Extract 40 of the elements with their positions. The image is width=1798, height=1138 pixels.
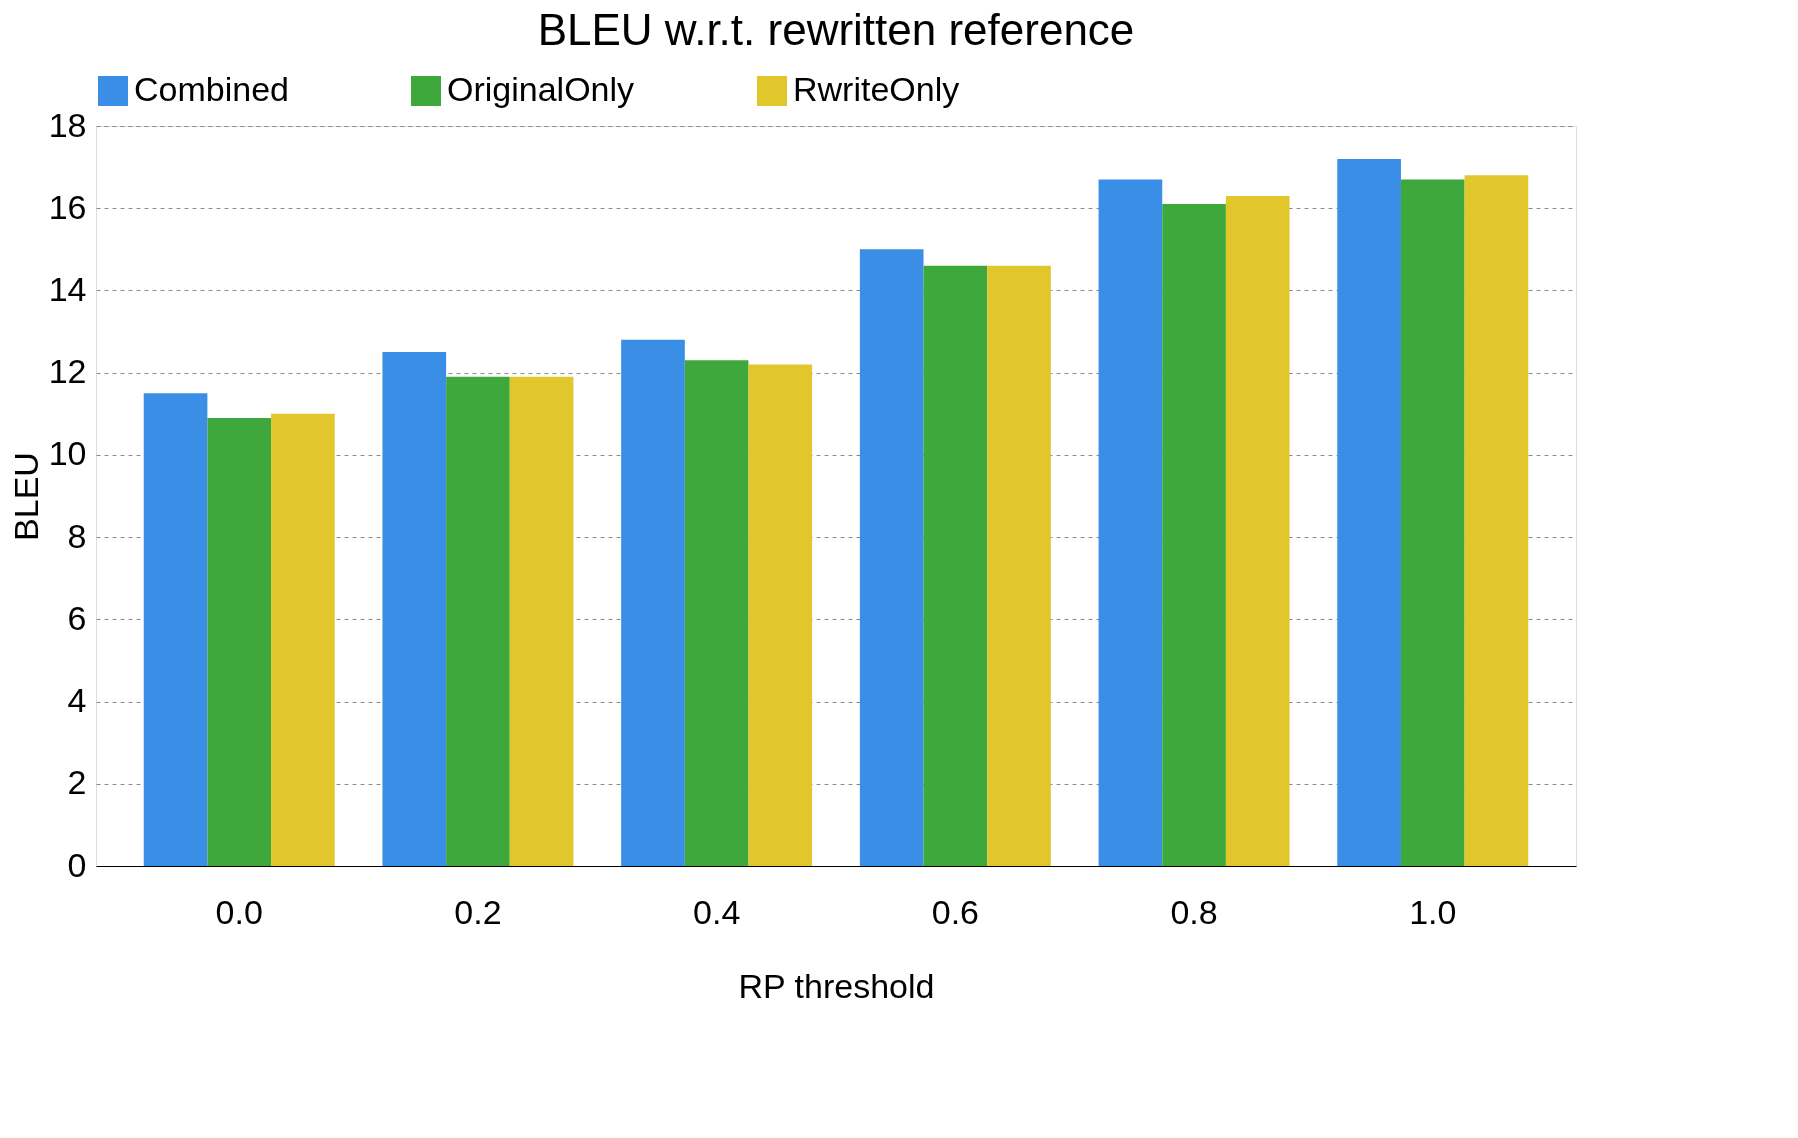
- y-tick-label: 10: [48, 434, 87, 473]
- bar: [1337, 158, 1401, 866]
- bar: [1225, 195, 1290, 866]
- bar: [859, 249, 924, 866]
- bar: [1400, 179, 1465, 866]
- y-tick-label: 2: [67, 763, 87, 802]
- y-axis-title: BLEU: [6, 452, 45, 541]
- x-tick-label: 0.2: [454, 892, 502, 931]
- bar: [143, 393, 208, 866]
- y-tick-label: 18: [48, 105, 87, 144]
- y-tick-label: 4: [67, 681, 87, 720]
- bar: [271, 413, 335, 866]
- legend-label: RwriteOnly: [793, 70, 960, 108]
- bar: [1464, 175, 1529, 866]
- x-axis-title: RP threshold: [738, 966, 935, 1005]
- legend-label: OriginalOnly: [447, 70, 635, 108]
- y-tick-label: 14: [48, 269, 87, 308]
- x-tick-label: 1.0: [1409, 892, 1457, 931]
- y-tick-label: 6: [67, 598, 87, 637]
- y-tick-label: 8: [67, 516, 87, 555]
- bar: [621, 339, 685, 866]
- bar: [207, 417, 272, 866]
- y-tick-label: 0: [67, 845, 87, 884]
- bar: [748, 364, 813, 866]
- bar: [987, 265, 1051, 866]
- bar: [1162, 204, 1226, 866]
- x-tick-label: 0.4: [693, 892, 741, 931]
- chart-title: BLEU w.r.t. rewritten reference: [537, 5, 1135, 54]
- bar: [509, 376, 574, 866]
- x-tick-label: 0.8: [1170, 892, 1218, 931]
- bar: [1098, 179, 1163, 866]
- bar: [923, 265, 988, 866]
- y-tick-label: 16: [48, 187, 87, 226]
- x-tick-label: 0.6: [931, 892, 979, 931]
- bar: [446, 376, 510, 866]
- legend-label: Combined: [134, 70, 289, 108]
- x-tick-label: 0.0: [215, 892, 263, 931]
- y-tick-label: 12: [48, 352, 87, 391]
- bar: [684, 360, 749, 866]
- bar: [382, 352, 447, 866]
